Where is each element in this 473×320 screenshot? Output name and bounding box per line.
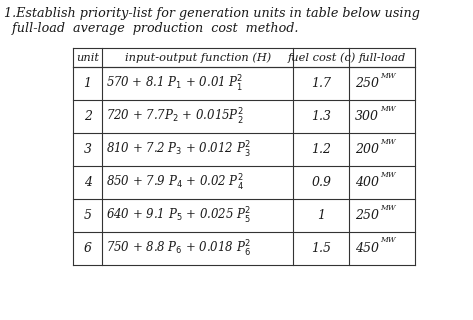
- Text: 200: 200: [355, 143, 379, 156]
- Text: full-load: full-load: [359, 52, 406, 62]
- Text: 250: 250: [355, 77, 379, 90]
- Text: MW: MW: [380, 236, 395, 244]
- Text: full-load  average  production  cost  method.: full-load average production cost method…: [4, 22, 298, 35]
- Text: 250: 250: [355, 209, 379, 222]
- Text: MW: MW: [380, 71, 395, 79]
- Text: MW: MW: [380, 138, 395, 146]
- Text: MW: MW: [380, 204, 395, 212]
- Text: 750 + 8.8 P$_6$ + 0.018 P$_6^2$: 750 + 8.8 P$_6$ + 0.018 P$_6^2$: [106, 238, 251, 259]
- Text: unit: unit: [76, 52, 99, 62]
- Text: MW: MW: [380, 171, 395, 179]
- Text: input-output function (H): input-output function (H): [125, 52, 271, 63]
- Text: 400: 400: [355, 176, 379, 189]
- Text: 300: 300: [355, 110, 379, 123]
- Text: 1: 1: [84, 77, 92, 90]
- Text: 3: 3: [84, 143, 92, 156]
- Text: 1.Establish priority-list for generation units in table below using: 1.Establish priority-list for generation…: [4, 7, 420, 20]
- Text: MW: MW: [380, 105, 395, 113]
- Text: 1.2: 1.2: [311, 143, 332, 156]
- Text: 810 + 7.2 P$_3$ + 0.012 P$_3^2$: 810 + 7.2 P$_3$ + 0.012 P$_3^2$: [106, 140, 251, 160]
- Text: 1.3: 1.3: [311, 110, 332, 123]
- Text: 720 + 7.7P$_2$ + 0.015P$_2^2$: 720 + 7.7P$_2$ + 0.015P$_2^2$: [106, 107, 243, 126]
- Text: 0.9: 0.9: [311, 176, 332, 189]
- Text: 1.5: 1.5: [311, 242, 332, 255]
- Text: 5: 5: [84, 209, 92, 222]
- Text: 6: 6: [84, 242, 92, 255]
- Text: 450: 450: [355, 242, 379, 255]
- Text: 4: 4: [84, 176, 92, 189]
- Text: 1: 1: [317, 209, 325, 222]
- Text: 850 + 7.9 P$_4$ + 0.02 P$_4^2$: 850 + 7.9 P$_4$ + 0.02 P$_4^2$: [106, 172, 244, 193]
- Text: 2: 2: [84, 110, 92, 123]
- Text: 570 + 8.1 P$_1$ + 0.01 P$_1^2$: 570 + 8.1 P$_1$ + 0.01 P$_1^2$: [106, 74, 243, 93]
- Text: 1.7: 1.7: [311, 77, 332, 90]
- Text: fuel cost (c): fuel cost (c): [287, 52, 356, 63]
- Text: 640 + 9.1 P$_5$ + 0.025 P$_5^2$: 640 + 9.1 P$_5$ + 0.025 P$_5^2$: [106, 205, 251, 226]
